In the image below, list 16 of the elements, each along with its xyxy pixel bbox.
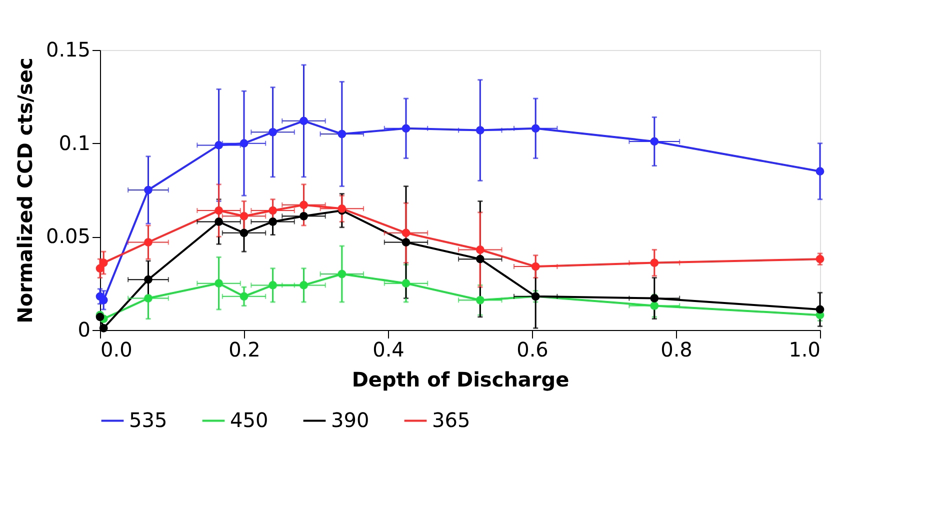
y-tick-label: 0.15 xyxy=(46,38,90,62)
x-tick-label: 1.0 xyxy=(788,338,820,362)
x-tick-label: 0.4 xyxy=(372,338,404,362)
y-tick-label: 0.1 xyxy=(58,130,90,155)
legend-label: 365 xyxy=(432,408,470,432)
x-tick-label: 0.2 xyxy=(228,338,260,362)
legend-label: 535 xyxy=(129,408,168,432)
x-tick-label: 0.6 xyxy=(516,338,548,362)
legend-label: 390 xyxy=(331,408,370,432)
x-axis-title: Depth of Discharge xyxy=(352,368,570,392)
x-tick-label: 0.8 xyxy=(660,338,692,362)
y-tick-label: 0.05 xyxy=(46,224,90,248)
legend-label: 450 xyxy=(230,408,268,432)
y-axis-title: Normalized CCD cts/sec xyxy=(12,58,37,324)
y-tick-label: 0 xyxy=(78,318,90,342)
x-tick-label: 0.0 xyxy=(100,338,132,362)
